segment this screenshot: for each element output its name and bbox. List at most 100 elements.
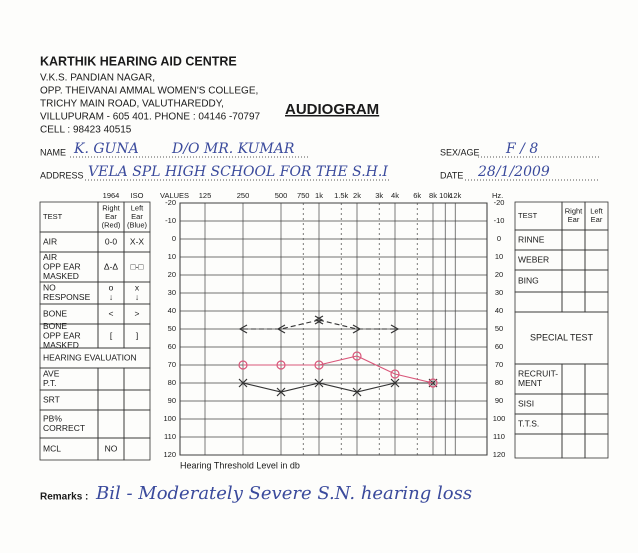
cell-text: Right	[565, 207, 583, 216]
cell-text: T.T.S.	[518, 418, 539, 428]
address-line: OPP. THEIVANAI AMMAL WOMEN'S COLLEGE,	[40, 86, 258, 97]
y-tick-label: 50	[168, 324, 176, 333]
bone-marker	[390, 324, 400, 334]
cell-text: ↓	[109, 292, 113, 302]
cell-text: BONE	[43, 321, 67, 331]
address-line: VILLUPURAM - 605 401. PHONE : 04146 -707…	[40, 112, 261, 123]
standard-label: ISO	[131, 191, 144, 200]
threshold-line	[243, 319, 320, 330]
document-title: AUDIOGRAM	[285, 101, 379, 118]
table-cell	[584, 433, 609, 459]
x-tick-label: 125	[199, 191, 212, 200]
cell-text: MASKED	[43, 340, 79, 350]
cell-text: TEST	[518, 211, 538, 220]
cell-text: X-X	[130, 236, 145, 246]
x-tick-label: 6k	[413, 191, 421, 200]
address-line: V.K.S. PANDIAN NAGAR,	[40, 73, 155, 84]
y-tick-label: 60	[168, 342, 176, 351]
y-tick-label: -20	[165, 198, 176, 207]
patient-relation: D/O MR. KUMAR	[171, 141, 295, 157]
bone-marker	[276, 324, 286, 334]
address-line: CELL : 98423 40515	[40, 125, 132, 136]
axis-unit: Hz.	[492, 191, 503, 200]
cell-text: 0-0	[105, 236, 118, 246]
cell-text: NO	[43, 283, 56, 293]
bone-marker	[238, 324, 248, 334]
cell-text: o	[109, 283, 114, 293]
cell-text: Ear	[591, 215, 603, 224]
cell-text: Right	[102, 203, 120, 212]
test-date: 28/1/2009	[477, 164, 550, 180]
air-marker	[314, 378, 324, 388]
cell-text: (Red)	[102, 220, 121, 229]
x-tick-label: 750	[297, 191, 310, 200]
cell-text: WEBER	[518, 254, 549, 264]
cell-text: PB%	[43, 414, 62, 424]
cell-text: □-□	[130, 261, 143, 271]
standard-label: 1964	[103, 191, 120, 200]
cell-text: TEST	[43, 212, 63, 221]
cell-text: Ear	[105, 212, 117, 221]
cell-text: SISI	[518, 398, 534, 408]
cell-text: BONE	[43, 308, 67, 318]
y-tick-label: 60	[495, 342, 503, 351]
cell-text: SRT	[43, 394, 60, 404]
y-tick-label: -10	[165, 216, 176, 225]
y-tick-label: 70	[495, 360, 503, 369]
y-tick-label: 20	[168, 270, 176, 279]
cell-text: RESPONSE	[43, 292, 91, 302]
y-tick-label: 100	[163, 414, 176, 423]
cell-text: MCL	[43, 443, 61, 453]
cell-text: RINNE	[518, 234, 545, 244]
y-tick-label: 20	[495, 270, 503, 279]
y-tick-label: 90	[168, 396, 176, 405]
air-marker	[352, 351, 362, 361]
x-tick-label: 3k	[375, 191, 383, 200]
air-marker	[276, 387, 286, 397]
air-marker	[276, 360, 286, 370]
threshold-line	[318, 319, 395, 330]
cell-text: <	[109, 308, 114, 318]
cell-text: Ear	[568, 215, 580, 224]
air-marker	[238, 360, 248, 370]
air-marker	[390, 369, 400, 379]
cell-text: (Blue)	[127, 220, 148, 229]
remarks-label: Remarks :	[40, 492, 88, 503]
x-tick-label: 10k	[439, 191, 451, 200]
clinic-name: KARTHIK HEARING AID CENTRE	[40, 54, 237, 68]
cell-text: OPP EAR	[43, 261, 81, 271]
y-tick-label: 100	[493, 414, 506, 423]
y-tick-label: 120	[163, 450, 176, 459]
address-line: TRICHY MAIN ROAD, VALUTHAREDDY,	[40, 99, 224, 110]
field-label: NAME	[40, 147, 66, 157]
bone-marker	[314, 315, 324, 325]
cell-text: ↓	[135, 292, 139, 302]
table-cell	[123, 437, 151, 461]
field-label: SEX/AGE	[440, 147, 480, 157]
cell-text: AVE	[43, 369, 60, 379]
cell-text: ]	[136, 330, 138, 340]
cell-text: Ear	[131, 212, 143, 221]
y-tick-label: -10	[494, 216, 505, 225]
air-marker	[390, 378, 400, 388]
y-tick-label: 40	[495, 306, 503, 315]
y-tick-label: 110	[164, 432, 176, 441]
y-tick-label: 120	[493, 450, 506, 459]
patient-name: K. GUNA	[73, 141, 139, 157]
cell-text: [	[110, 330, 113, 340]
field-label: ADDRESS	[40, 170, 84, 180]
threshold-line	[242, 382, 433, 393]
y-tick-label: 80	[168, 378, 176, 387]
cell-text: OPP EAR	[43, 330, 81, 340]
x-tick-label: 1k	[315, 191, 323, 200]
y-tick-label: 110	[493, 432, 505, 441]
cell-text: x	[135, 283, 140, 293]
cell-text: >	[135, 308, 140, 318]
air-marker	[428, 378, 438, 388]
axis-title: VALUES	[160, 191, 189, 200]
cell-text: Δ-Δ	[104, 261, 119, 271]
y-tick-label: 90	[495, 396, 503, 405]
y-tick-label: 30	[168, 288, 176, 297]
cell-text: P.T.	[43, 378, 57, 388]
